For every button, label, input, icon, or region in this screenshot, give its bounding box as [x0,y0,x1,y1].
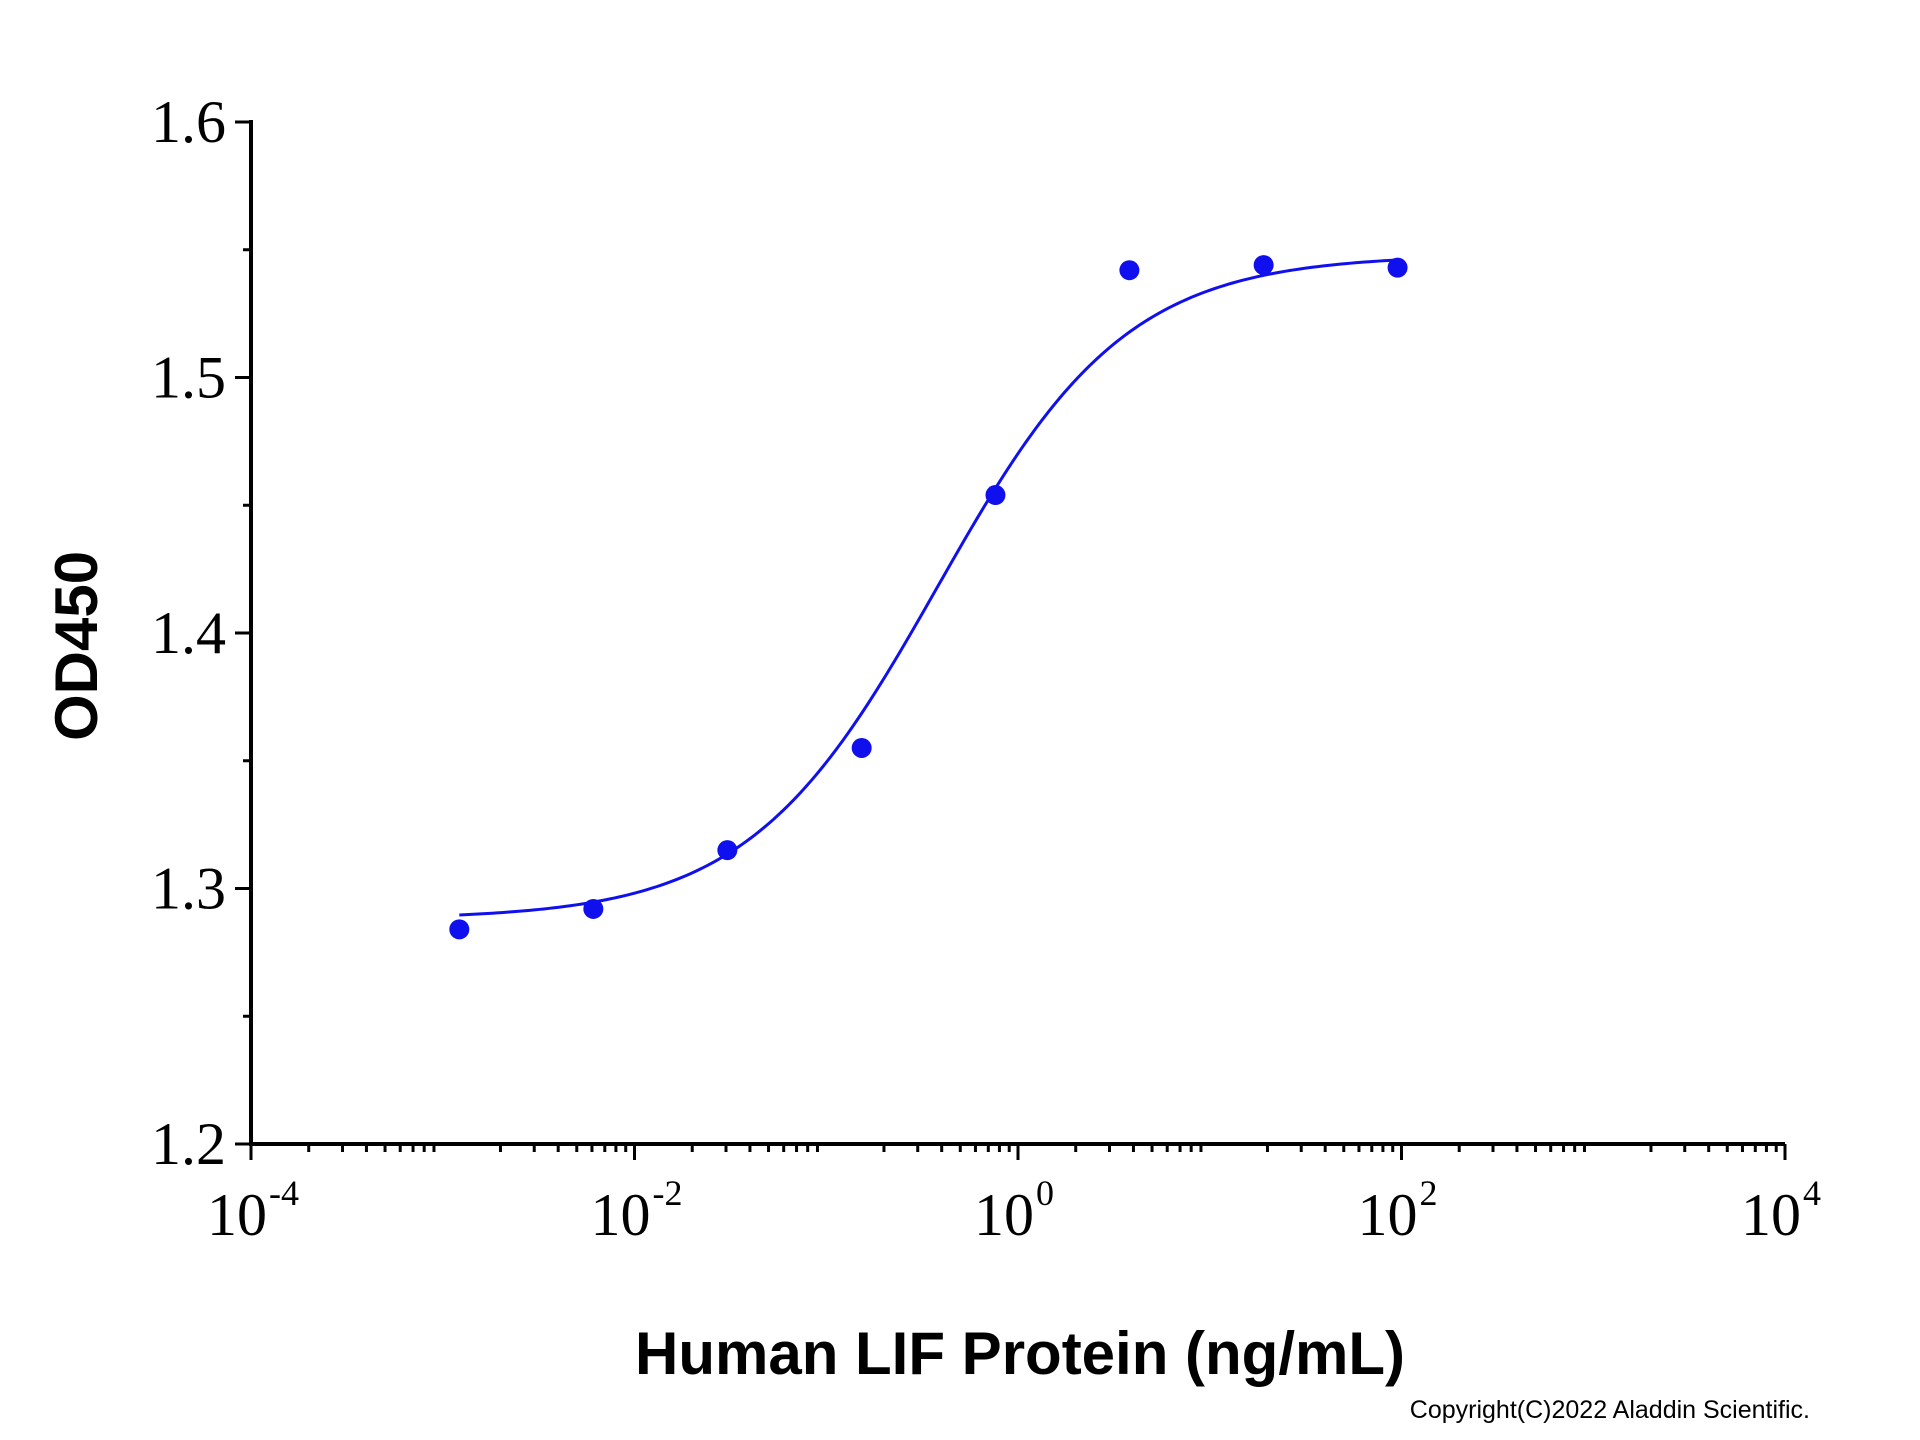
y-tick-label: 1.3 [151,856,226,922]
x-tick-exponent: -4 [269,1173,299,1213]
x-tick-label: 10 [207,1182,267,1248]
y-tick-label: 1.5 [151,345,226,411]
copyright-notice: Copyright(C)2022 Aladdin Scientific. [1410,1396,1810,1424]
y-axis-title: OD450 [43,551,110,741]
x-axis-title: Human LIF Protein (ng/mL) [635,1320,1405,1387]
x-tick-exponent: 4 [1803,1173,1821,1213]
y-tick-label: 1.4 [151,600,226,666]
x-axis-ticks: 10 -4 10 -2 10 0 10 2 10 4 [207,1144,1821,1248]
x-tick-label: 10 [1741,1182,1801,1248]
x-tick-label: 10 [591,1182,651,1248]
data-point [449,919,470,940]
y-tick-label: 1.2 [151,1111,226,1177]
x-tick-exponent: 0 [1036,1173,1054,1213]
y-tick-label: 1.6 [151,89,226,155]
axes [249,120,1785,1146]
data-point [717,840,738,861]
data-point [583,898,604,919]
data-point [1387,257,1408,278]
data-point [1253,255,1274,276]
data-points [449,255,1408,940]
x-tick-label: 10 [1358,1182,1418,1248]
x-tick-exponent: 2 [1420,1173,1438,1213]
data-point [985,485,1006,506]
fit-curve [459,258,1398,917]
data-point [851,737,872,758]
x-tick-label: 10 [974,1182,1034,1248]
y-axis-ticks: 1.2 1.3 1.4 1.5 1.6 [151,89,251,1177]
x-tick-exponent: -2 [653,1173,683,1213]
data-point [1119,260,1140,281]
